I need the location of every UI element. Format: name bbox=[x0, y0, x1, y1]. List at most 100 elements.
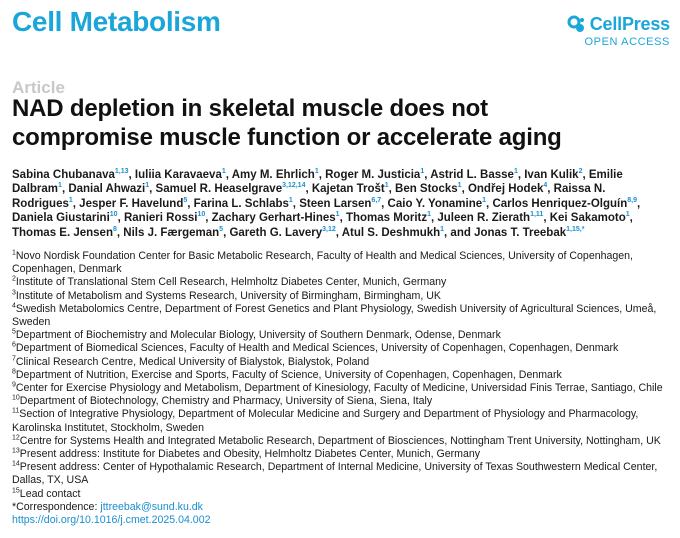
author-affiliation-marker[interactable]: 10 bbox=[109, 211, 118, 219]
author-name: Thomas E. Jensen bbox=[12, 226, 113, 239]
author-affiliation-marker[interactable]: 1 bbox=[482, 196, 487, 204]
affiliation-number: 4 bbox=[12, 302, 16, 310]
affiliation-number: 11 bbox=[12, 407, 20, 415]
affiliation-list: 1Novo Nordisk Foundation Center for Basi… bbox=[12, 249, 676, 527]
author-affiliation-marker[interactable]: 1,13 bbox=[114, 168, 129, 176]
author-affiliation-marker[interactable]: 1 bbox=[427, 211, 431, 219]
author-entry: Thomas Moritz1 bbox=[346, 211, 431, 224]
affiliation-number: 12 bbox=[12, 434, 20, 442]
author-entry: Ondřej Hodek4 bbox=[467, 182, 548, 196]
author-name: Ivan Kulik bbox=[524, 169, 579, 181]
author-entry: Raissa N. Rodrigues1 bbox=[12, 183, 605, 209]
author-affiliation-marker[interactable]: 4 bbox=[543, 182, 548, 190]
author-entry: Farina L. Schlabs1 bbox=[193, 196, 293, 210]
affiliation-text: Department of Biomedical Sciences, Facul… bbox=[15, 342, 619, 355]
author-affiliation-marker[interactable]: 1 bbox=[384, 182, 389, 190]
author-affiliation-marker[interactable]: 1 bbox=[335, 211, 340, 219]
affiliation-number: 7 bbox=[12, 355, 16, 363]
affiliation-item: 15Lead contact bbox=[12, 487, 676, 501]
affiliation-number: 1 bbox=[12, 249, 16, 257]
author-affiliation-marker[interactable]: 8,9 bbox=[627, 196, 637, 204]
author-affiliation-marker[interactable]: 1,11 bbox=[530, 211, 544, 219]
affiliation-number: 14 bbox=[12, 460, 20, 468]
doi-link[interactable]: https://doi.org/10.1016/j.cmet.2025.04.0… bbox=[12, 514, 211, 527]
author-entry: Roger M. Justicia1 bbox=[325, 168, 425, 181]
author-affiliation-marker[interactable]: 5 bbox=[219, 225, 224, 233]
author-affiliation-marker[interactable]: 2 bbox=[578, 168, 583, 176]
author-affiliation-marker[interactable]: 1 bbox=[314, 168, 319, 176]
author-affiliation-marker[interactable]: 3,12 bbox=[322, 225, 336, 233]
author-name: Kajetan Trošt bbox=[311, 183, 385, 196]
affiliation-number: 15 bbox=[12, 487, 20, 495]
affiliation-text: Institute of Metabolism and Systems Rese… bbox=[15, 289, 441, 302]
author-name: Ondřej Hodek bbox=[467, 183, 544, 196]
affiliation-number: 5 bbox=[12, 328, 16, 336]
affiliation-text: Novo Nordisk Foundation Center for Basic… bbox=[12, 250, 634, 276]
author-affiliation-marker[interactable]: 1 bbox=[440, 225, 445, 233]
affiliation-text: Center for Exercise Physiology and Metab… bbox=[15, 382, 663, 395]
author-name: Atul S. Deshmukh bbox=[341, 226, 441, 239]
affiliation-number: 10 bbox=[12, 394, 20, 402]
author-name: Zachary Gerhart-Hines bbox=[211, 212, 336, 225]
affiliation-number: 9 bbox=[12, 381, 16, 389]
article-title: NAD depletion in skeletal muscle does no… bbox=[12, 94, 672, 152]
author-affiliation-marker[interactable]: 6,7 bbox=[371, 196, 382, 204]
correspondence-email-link[interactable]: jttreebak@sund.ku.dk bbox=[100, 500, 203, 513]
author-entry: Carlos Henriquez-Olguín8,9 bbox=[492, 196, 637, 210]
author-name: Juleen R. Zierath bbox=[437, 212, 531, 225]
author-affiliation-marker[interactable]: 1 bbox=[221, 168, 226, 176]
author-name: Jesper F. Havelund bbox=[79, 197, 184, 210]
author-affiliation-marker[interactable]: 5 bbox=[183, 196, 188, 204]
affiliation-text: Centre for Systems Health and Integrated… bbox=[19, 434, 661, 447]
author-affiliation-marker[interactable]: 1 bbox=[513, 168, 518, 176]
author-list: Sabina Chubanava1,13, Iuliia Karavaeva1,… bbox=[12, 168, 641, 239]
affiliation-text: Present address: Institute for Diabetes … bbox=[19, 448, 481, 461]
affiliation-item: 6Department of Biomedical Sciences, Facu… bbox=[12, 342, 676, 355]
author-entry: Steen Larsen6,7 bbox=[299, 196, 382, 210]
author-affiliation-marker[interactable]: 1 bbox=[288, 196, 293, 204]
author-name: Nils J. Færgeman bbox=[123, 226, 220, 239]
author-entry: Zachary Gerhart-Hines1 bbox=[211, 211, 340, 225]
open-access-badge: OPEN ACCESS bbox=[584, 36, 670, 48]
author-name: Carlos Henriquez-Olguín bbox=[492, 197, 628, 210]
author-entry: Juleen R. Zierath1,11 bbox=[437, 211, 544, 225]
affiliation-text: Lead contact bbox=[19, 487, 81, 500]
author-name: Astrid L. Basse bbox=[430, 169, 514, 181]
author-name: Raissa N. Rodrigues bbox=[12, 183, 606, 210]
author-affiliation-marker[interactable]: 1 bbox=[625, 211, 630, 219]
author-name: Caio Y. Yonamine bbox=[387, 197, 483, 210]
correspondence-label: *Correspondence: bbox=[12, 500, 101, 513]
author-entry: Kei Sakamoto1 bbox=[549, 211, 630, 225]
affiliation-item: 10Department of Biotechnology, Chemistry… bbox=[12, 395, 676, 408]
affiliation-text: Institute of Translational Stem Cell Res… bbox=[15, 276, 447, 289]
author-name: Samuel R. Heaselgrave bbox=[155, 183, 283, 196]
author-name: Emilie Dalbram bbox=[12, 169, 623, 196]
author-affiliation-marker[interactable]: 1 bbox=[145, 182, 150, 190]
author-affiliation-marker[interactable]: 8 bbox=[112, 225, 117, 233]
author-affiliation-marker[interactable]: 1 bbox=[457, 182, 462, 190]
author-name: Farina L. Schlabs bbox=[193, 197, 289, 210]
author-entry: Daniela Giustarini10 bbox=[12, 211, 118, 224]
author-affiliation-marker[interactable]: 1 bbox=[420, 168, 425, 176]
affiliation-text: Clinical Research Centre, Medical Univer… bbox=[15, 355, 370, 368]
title-line-2: compromise muscle function or accelerate… bbox=[12, 124, 562, 151]
publisher-name: CellPress bbox=[589, 14, 670, 34]
author-name: Iuliia Karavaeva bbox=[134, 169, 222, 181]
author-affiliation-marker[interactable]: 1,15,* bbox=[566, 225, 585, 233]
author-affiliation-marker[interactable]: 1 bbox=[68, 196, 73, 204]
author-name: Kei Sakamoto bbox=[549, 212, 626, 225]
author-affiliation-marker[interactable]: 1 bbox=[58, 182, 62, 190]
affiliation-item: 14Present address: Center of Hypothalami… bbox=[12, 461, 676, 487]
article-type-label: Article bbox=[12, 78, 65, 97]
author-affiliation-marker[interactable]: 10 bbox=[197, 211, 206, 219]
affiliation-item: 1Novo Nordisk Foundation Center for Basi… bbox=[12, 249, 676, 276]
author-entry: Ben Stocks1 bbox=[395, 182, 462, 196]
author-entry: Jonas T. Treebak1,15,* bbox=[474, 225, 585, 239]
cellpress-logo-icon bbox=[567, 15, 584, 32]
affiliation-text: Present address: Center of Hypothalamic … bbox=[12, 461, 658, 487]
author-entry: Kajetan Trošt1 bbox=[311, 182, 389, 196]
publisher-logo[interactable]: CellPress OPEN ACCESS bbox=[567, 14, 670, 48]
affiliation-number: 6 bbox=[12, 341, 16, 349]
author-affiliation-marker[interactable]: 3,12,14 bbox=[282, 182, 306, 190]
affiliation-text: Swedish Metabolomics Centre, Department … bbox=[12, 302, 657, 329]
